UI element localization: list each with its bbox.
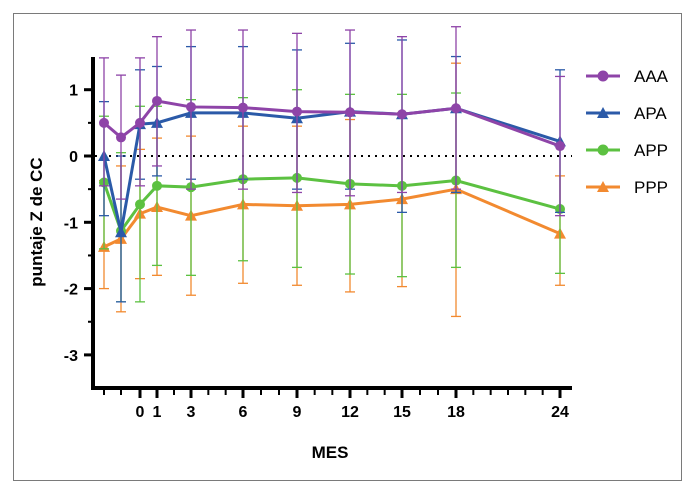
x-tick-label: 9 bbox=[293, 404, 302, 421]
x-tick-label: 12 bbox=[341, 404, 359, 421]
data-point bbox=[555, 141, 565, 152]
legend-swatch-marker bbox=[597, 107, 609, 118]
x-tick-label: 1 bbox=[153, 404, 162, 421]
x-tick-label: 0 bbox=[136, 404, 145, 421]
x-tick-label: 24 bbox=[551, 404, 569, 421]
legend-swatch-marker bbox=[597, 144, 609, 156]
data-point bbox=[451, 103, 461, 114]
legend-item-apa: APA bbox=[586, 104, 667, 123]
data-point bbox=[186, 101, 196, 112]
x-tick-label: 18 bbox=[447, 404, 465, 421]
legend-item-ppp: PPP bbox=[586, 178, 668, 197]
legend-label: AAA bbox=[634, 67, 669, 86]
x-tick-label: 6 bbox=[239, 404, 248, 421]
legend: AAA APA APP PPP bbox=[586, 67, 669, 197]
y-tick-label: -1 bbox=[64, 215, 78, 232]
legend-label: APP bbox=[634, 141, 668, 160]
data-point bbox=[292, 106, 302, 117]
legend-swatch-marker bbox=[597, 70, 609, 82]
y-tick-label: -3 bbox=[64, 348, 78, 365]
data-point bbox=[152, 95, 162, 106]
series-line bbox=[103, 99, 561, 148]
x-tick-label: 3 bbox=[187, 404, 196, 421]
series-line bbox=[102, 106, 561, 233]
data-point bbox=[135, 117, 145, 128]
x-tick-label: 15 bbox=[393, 404, 411, 421]
series-line bbox=[103, 187, 561, 249]
series-aaa bbox=[99, 26, 565, 217]
legend-label: APA bbox=[634, 104, 667, 123]
legend-label: PPP bbox=[634, 178, 668, 197]
data-point bbox=[135, 199, 145, 210]
data-point bbox=[397, 109, 407, 120]
figure-frame bbox=[13, 13, 682, 481]
x-axis-label: MES bbox=[312, 443, 349, 462]
legend-item-app: APP bbox=[586, 141, 668, 160]
data-point bbox=[238, 102, 248, 113]
y-tick-label: 0 bbox=[69, 149, 78, 166]
data-point bbox=[116, 132, 126, 143]
data-point bbox=[345, 107, 355, 118]
series-ppp bbox=[98, 62, 566, 318]
series-apa bbox=[98, 39, 566, 303]
legend-swatch-marker bbox=[597, 181, 609, 192]
y-axis-label: puntaje Z de CC bbox=[27, 157, 46, 286]
data-point bbox=[115, 226, 127, 238]
y-tick-label: -2 bbox=[64, 282, 78, 299]
y-tick-label: 1 bbox=[69, 83, 78, 100]
data-point bbox=[152, 180, 162, 191]
legend-item-aaa: AAA bbox=[586, 67, 669, 86]
plot-area: 10-1-2-30 1 3 6 9 12 15 18 24 bbox=[64, 26, 572, 421]
data-point bbox=[99, 117, 109, 128]
